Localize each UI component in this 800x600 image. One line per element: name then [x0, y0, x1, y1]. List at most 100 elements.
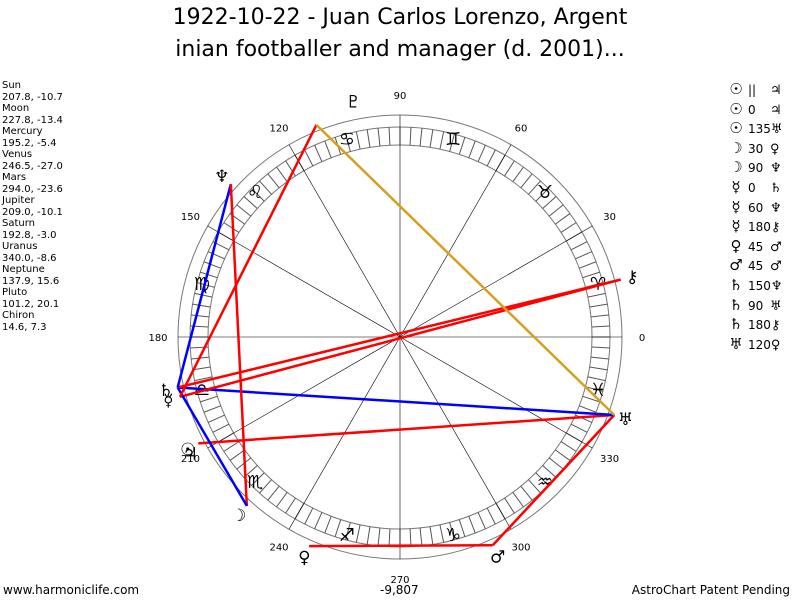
degree-tick — [377, 527, 381, 546]
degree-tick — [512, 492, 524, 508]
degree-tick — [223, 222, 240, 233]
aspect-planet-a-glyph: ♂ — [729, 256, 743, 275]
degree-tick — [223, 441, 240, 452]
degree-tick — [528, 479, 541, 494]
aspect-planet-a-glyph: ☿ — [731, 217, 741, 236]
planet-values: 246.5, -27.0 — [2, 160, 63, 172]
aspect-angle: 180 — [748, 220, 771, 235]
planet-glyph: ♅ — [618, 410, 633, 430]
footer-value: -9,807 — [380, 583, 419, 597]
degree-tick — [203, 405, 221, 413]
aspect-line — [198, 413, 615, 445]
degree-tick — [589, 366, 608, 371]
planet-name: Pluto — [2, 287, 28, 298]
degree-tick — [560, 222, 577, 233]
aspect-planet-a-glyph: ☉ — [729, 99, 743, 118]
planet-glyph: ☿ — [163, 391, 173, 411]
degree-tick — [570, 423, 588, 433]
planet-name: Mars — [2, 172, 27, 183]
degree-tick — [366, 526, 371, 545]
planet-name: Sun — [2, 80, 22, 91]
degree-tick — [355, 524, 361, 543]
degree-tick — [285, 160, 296, 177]
degree-tick — [197, 282, 215, 288]
planet-values: 340.0, -8.6 — [2, 252, 57, 264]
planet-glyph: ♇ — [346, 93, 361, 113]
aspect-row: ☿ 0 ♄ — [727, 178, 783, 198]
aspect-line — [178, 124, 318, 398]
aspect-planet-b-glyph: ♆ — [770, 278, 783, 294]
planet-glyph: ♂ — [490, 547, 505, 567]
aspect-angle: 150 — [748, 278, 771, 293]
aspect-planet-a-glyph: ♄ — [729, 275, 743, 294]
degree-tick — [548, 457, 564, 470]
degree-tick — [345, 134, 351, 152]
degree-tick — [429, 129, 434, 148]
planet-glyph: ♆ — [214, 167, 229, 187]
aspect-row: ☽ 90 ♆ — [727, 158, 783, 178]
aspect-row: ♄ 150♆ — [727, 275, 783, 296]
aspect-planet-b-glyph: ⚷ — [770, 318, 781, 334]
degree-tick — [377, 128, 381, 147]
degree-tick — [535, 472, 549, 486]
aspect-line — [229, 184, 249, 506]
degree-tick — [334, 519, 342, 537]
aspect-planet-b-glyph: ♂ — [770, 259, 782, 275]
planet-values: 192.8, -3.0 — [2, 229, 57, 241]
aspect-planet-b-glyph: ♅ — [770, 298, 782, 314]
aspect-planet-b-glyph: ♅ — [770, 122, 783, 138]
aspect-row: ♅ 120♀ — [727, 335, 783, 355]
zodiac-sign-glyph: ♏ — [247, 472, 263, 493]
degree-tick — [560, 441, 577, 452]
planet-glyph: ♀ — [298, 548, 310, 568]
planet-values: 137.9, 15.6 — [2, 275, 60, 287]
degree-tick — [504, 497, 515, 514]
degree-tick — [486, 507, 496, 525]
planet-name: Jupiter — [2, 195, 35, 206]
degree-label: 210 — [181, 454, 200, 465]
title-line-1: 1922-10-22 - Juan Carlos Lorenzo, Argent — [172, 5, 628, 30]
degree-tick — [251, 472, 265, 486]
spoke-line — [207, 336, 401, 449]
degree-tick — [582, 395, 600, 403]
degree-tick — [458, 519, 466, 537]
degree-tick — [192, 366, 211, 371]
zodiac-sign-glyph: ♉ — [537, 182, 553, 203]
degree-label: 120 — [269, 123, 288, 134]
spoke-line — [399, 336, 593, 449]
spoke-line — [207, 225, 401, 338]
aspect-line — [315, 123, 616, 416]
aspect-planet-b-glyph: ⚷ — [770, 220, 781, 236]
degree-tick — [409, 127, 412, 146]
degree-tick — [243, 196, 258, 209]
degree-label: 330 — [600, 454, 619, 465]
aspect-planet-a-glyph: ☉ — [729, 119, 743, 138]
degree-tick — [194, 292, 213, 298]
aspect-row: ☉ || ♃ — [727, 80, 783, 100]
degree-tick — [200, 271, 218, 279]
zodiac-sign-glyph: ♑ — [445, 525, 461, 546]
degree-tick — [542, 196, 557, 209]
footer-website: www.harmoniclife.com — [3, 583, 140, 597]
zodiac-sign-glyph: ♌ — [247, 182, 263, 203]
degree-label: 150 — [181, 212, 200, 223]
degree-tick — [585, 386, 603, 392]
degree-tick — [570, 241, 588, 251]
planet-glyph: ♃ — [182, 444, 197, 464]
degree-tick — [276, 166, 288, 182]
spoke-line — [399, 144, 512, 338]
planet-values: 195.2, -5.4 — [2, 137, 57, 149]
degree-tick — [520, 173, 533, 189]
degree-tick — [512, 166, 524, 182]
zodiac-sign-glyph: ♒ — [537, 472, 553, 493]
aspect-row: ☿ 180⚷ — [727, 217, 783, 237]
spoke-line — [399, 336, 512, 530]
aspect-angle: 90 — [748, 298, 764, 313]
degree-label: 60 — [515, 123, 528, 134]
degree-tick — [324, 516, 332, 534]
zodiac-sign-glyph: ♋ — [339, 129, 355, 150]
aspect-angle: 30 — [748, 141, 764, 156]
aspect-row: ♂ 45 ♂ — [727, 256, 783, 276]
planet-name: Venus — [2, 149, 33, 160]
degree-tick — [535, 188, 549, 202]
